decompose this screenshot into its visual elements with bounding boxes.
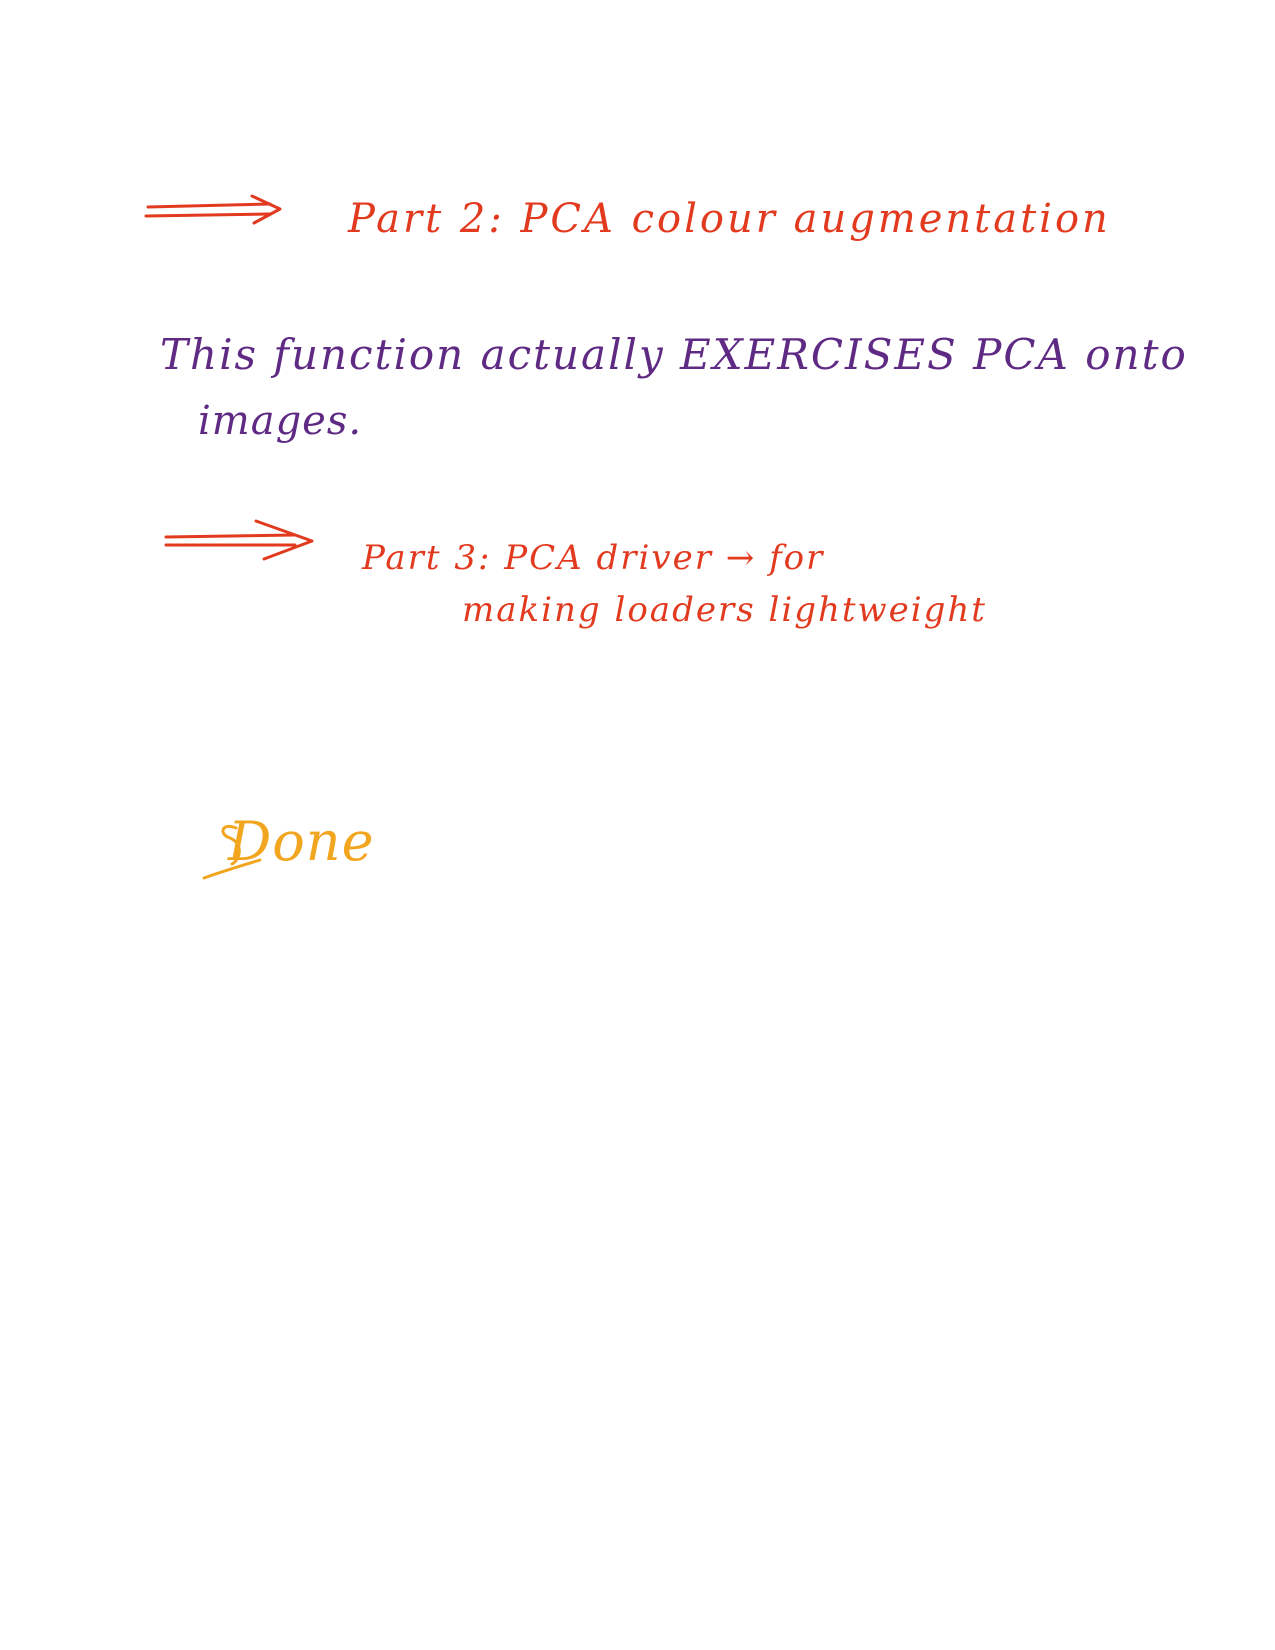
description-line-1: This function actually EXERCISES PCA ont… xyxy=(160,330,1188,379)
part-3-subline: making loaders lightweight xyxy=(462,590,987,630)
description-line-2: images. xyxy=(198,398,363,444)
signature-flourish-icon xyxy=(202,824,262,880)
done-label: Done xyxy=(228,810,375,873)
part-2-heading: Part 2: PCA colour augmentation xyxy=(348,196,1111,242)
double-arrow-icon xyxy=(144,194,282,225)
double-arrow-icon xyxy=(164,519,314,561)
part-3-heading: Part 3: PCA driver → for xyxy=(362,538,825,578)
